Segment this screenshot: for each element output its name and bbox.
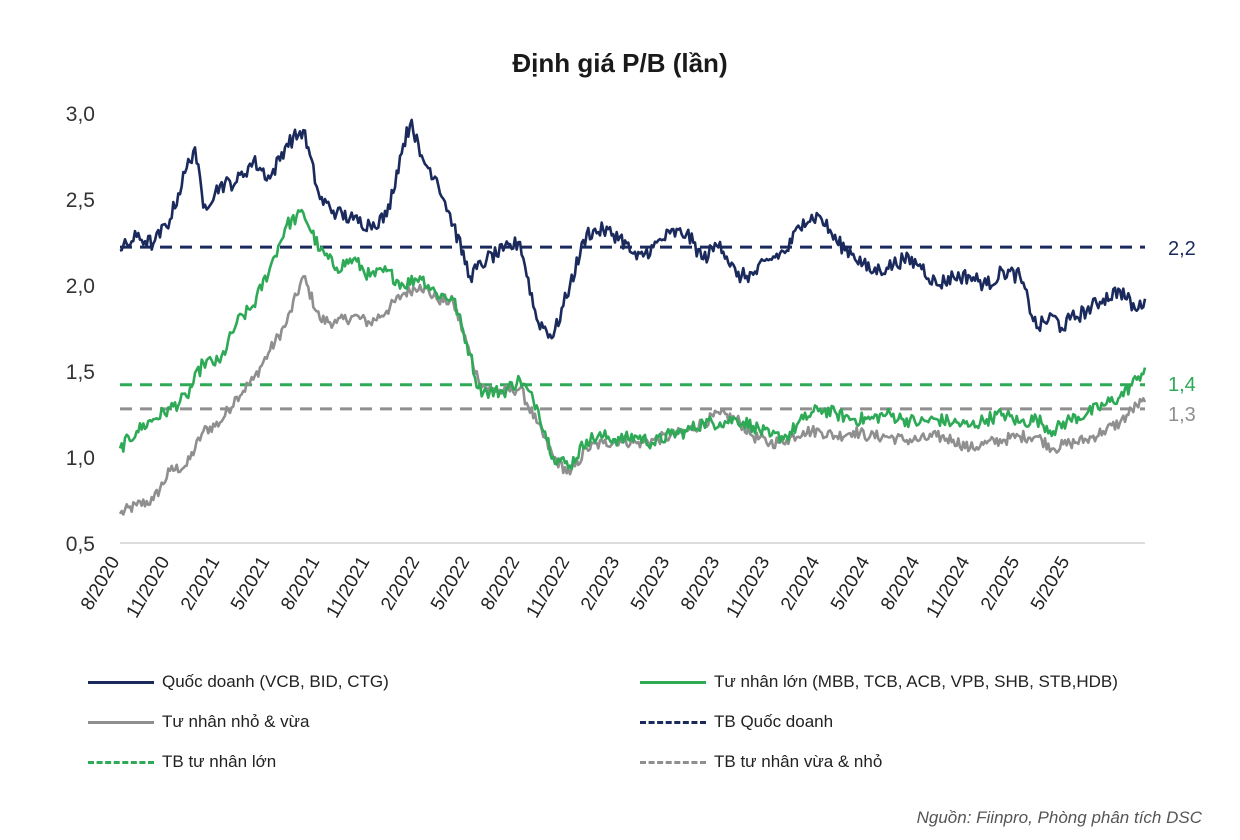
legend-label-tb-tu-nhan-lon: TB tư nhân lớn <box>162 752 277 771</box>
legend-label-tu-nhan-lon: Tư nhân lớn (MBB, TCB, ACB, VPB, SHB, ST… <box>714 672 1118 691</box>
x-tick-label: 2/2023 <box>577 553 624 614</box>
legend-item-quoc-doanh: Quốc doanh (VCB, BID, CTG) <box>88 672 389 692</box>
chart-legend: Quốc doanh (VCB, BID, CTG) Tư nhân lớn (… <box>88 672 1198 792</box>
y-tick-label: 1,5 <box>66 361 95 384</box>
x-tick-label: 8/2023 <box>677 553 724 614</box>
legend-item-tb-quoc-doanh: TB Quốc doanh <box>640 712 833 732</box>
y-tick-label: 2,0 <box>66 275 95 298</box>
legend-swatch-tu-nhan-lon <box>640 680 706 684</box>
chart-title: Định giá P/B (lần) <box>512 48 728 78</box>
x-tick-label: 5/2022 <box>427 553 474 614</box>
legend-item-tu-nhan-nho-vua: Tư nhân nhỏ & vừa <box>88 712 310 732</box>
x-tick-label: 8/2024 <box>877 553 924 614</box>
y-tick-label: 2,5 <box>66 189 95 212</box>
x-tick-label: 11/2023 <box>723 553 775 622</box>
x-tick-label: 8/2021 <box>277 553 324 614</box>
y-tick-label: 0,5 <box>66 533 95 556</box>
avg-label-3: 2,2 <box>1168 238 1196 260</box>
x-tick-label: 11/2024 <box>923 553 975 622</box>
x-tick-label: 11/2020 <box>123 553 175 622</box>
x-tick-label: 5/2021 <box>227 553 274 614</box>
legend-swatch-tb-tu-nhan-vua-nho <box>640 760 706 764</box>
legend-label-tu-nhan-nho-vua: Tư nhân nhỏ & vừa <box>162 712 310 731</box>
legend-label-quoc-doanh: Quốc doanh (VCB, BID, CTG) <box>162 672 389 691</box>
x-tick-label: 2/2022 <box>377 553 424 614</box>
x-tick-label: 2/2021 <box>177 553 224 614</box>
series-line-2 <box>118 275 1147 516</box>
y-tick-label: 1,0 <box>66 447 95 470</box>
avg-label-5: 1,3 <box>1168 404 1196 426</box>
legend-swatch-quoc-doanh <box>88 680 154 684</box>
legend-label-tb-quoc-doanh: TB Quốc doanh <box>714 712 834 731</box>
series-line-0 <box>119 118 1147 340</box>
legend-swatch-tb-tu-nhan-lon <box>88 760 154 764</box>
legend-swatch-tb-quoc-doanh <box>640 720 706 724</box>
x-tick-label: 5/2025 <box>1027 553 1074 614</box>
series-line-1 <box>118 208 1147 471</box>
x-tick-label: 2/2024 <box>777 553 824 614</box>
legend-swatch-tu-nhan-nho-vua <box>88 720 154 724</box>
source-note: Nguồn: Fiinpro, Phòng phân tích DSC <box>916 808 1202 827</box>
x-tick-label: 8/2020 <box>77 553 124 614</box>
x-tick-label: 11/2022 <box>523 553 575 622</box>
legend-item-tb-tu-nhan-vua-nho: TB tư nhân vừa & nhỏ <box>640 752 882 772</box>
x-tick-label: 11/2021 <box>323 553 375 622</box>
x-tick-label: 8/2022 <box>477 553 524 614</box>
legend-item-tb-tu-nhan-lon: TB tư nhân lớn <box>88 752 276 772</box>
x-tick-label: 5/2023 <box>627 553 674 614</box>
avg-label-4: 1,4 <box>1168 374 1196 396</box>
legend-label-tb-tu-nhan-vua-nho: TB tư nhân vừa & nhỏ <box>714 752 883 771</box>
x-tick-label: 5/2024 <box>827 553 874 614</box>
y-tick-label: 3,0 <box>66 103 95 126</box>
legend-item-tu-nhan-lon: Tư nhân lớn (MBB, TCB, ACB, VPB, SHB, ST… <box>640 672 1118 692</box>
x-tick-label: 2/2025 <box>977 553 1024 614</box>
